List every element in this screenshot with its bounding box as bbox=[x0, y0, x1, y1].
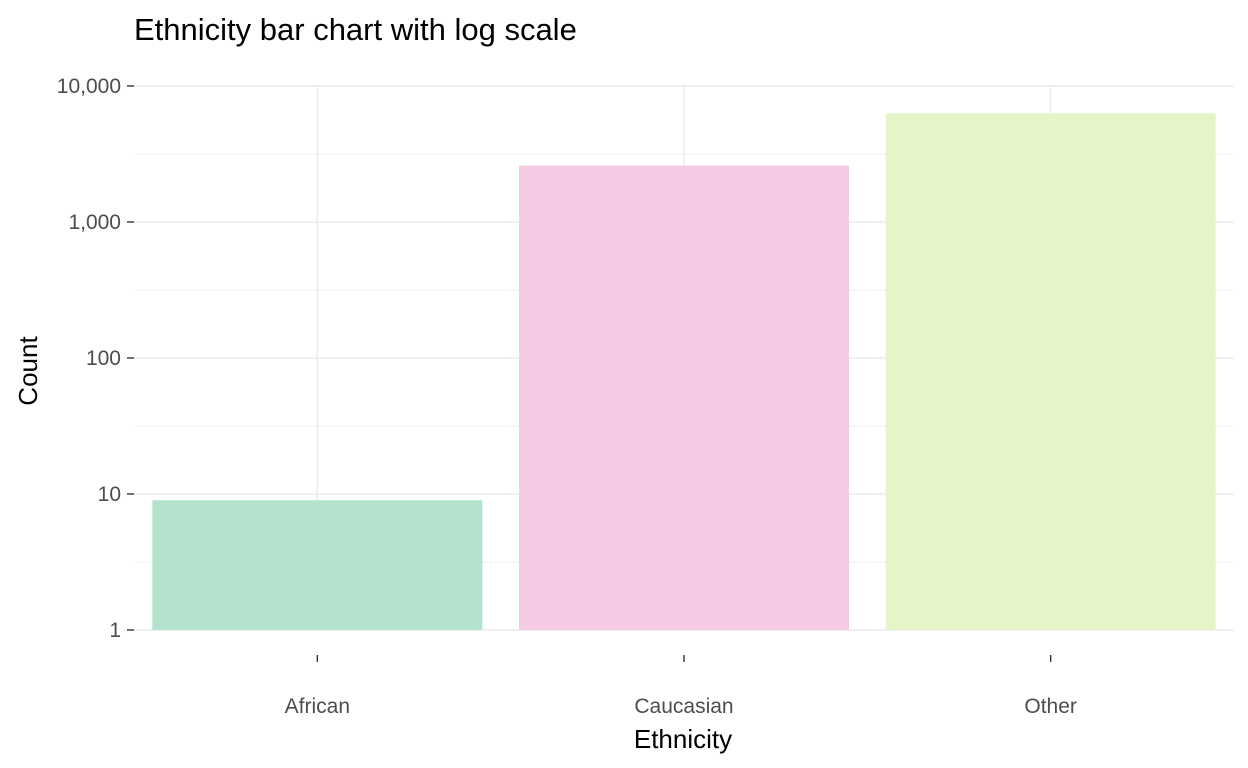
x-tick-label: Other bbox=[1024, 695, 1077, 718]
y-tick-label: 100 bbox=[86, 347, 121, 370]
bars bbox=[152, 113, 1216, 631]
y-axis-title: Count bbox=[13, 336, 43, 406]
bar-caucasian bbox=[519, 165, 849, 630]
bar-african bbox=[152, 500, 483, 630]
y-axis: 1 10 100 1,000 10,000 bbox=[57, 75, 134, 642]
y-tick-label: 10,000 bbox=[57, 75, 121, 98]
y-tick-label: 10 bbox=[98, 483, 121, 506]
x-tick-label: African bbox=[285, 695, 350, 718]
x-tick-label: Caucasian bbox=[634, 695, 733, 718]
bar-other bbox=[885, 113, 1216, 631]
x-axis-title: Ethnicity bbox=[634, 724, 732, 754]
x-axis: African Caucasian Other bbox=[285, 655, 1077, 718]
y-tick-label: 1,000 bbox=[68, 211, 121, 234]
y-tick-label: 1 bbox=[109, 619, 121, 642]
chart-title: Ethnicity bar chart with log scale bbox=[134, 12, 577, 47]
